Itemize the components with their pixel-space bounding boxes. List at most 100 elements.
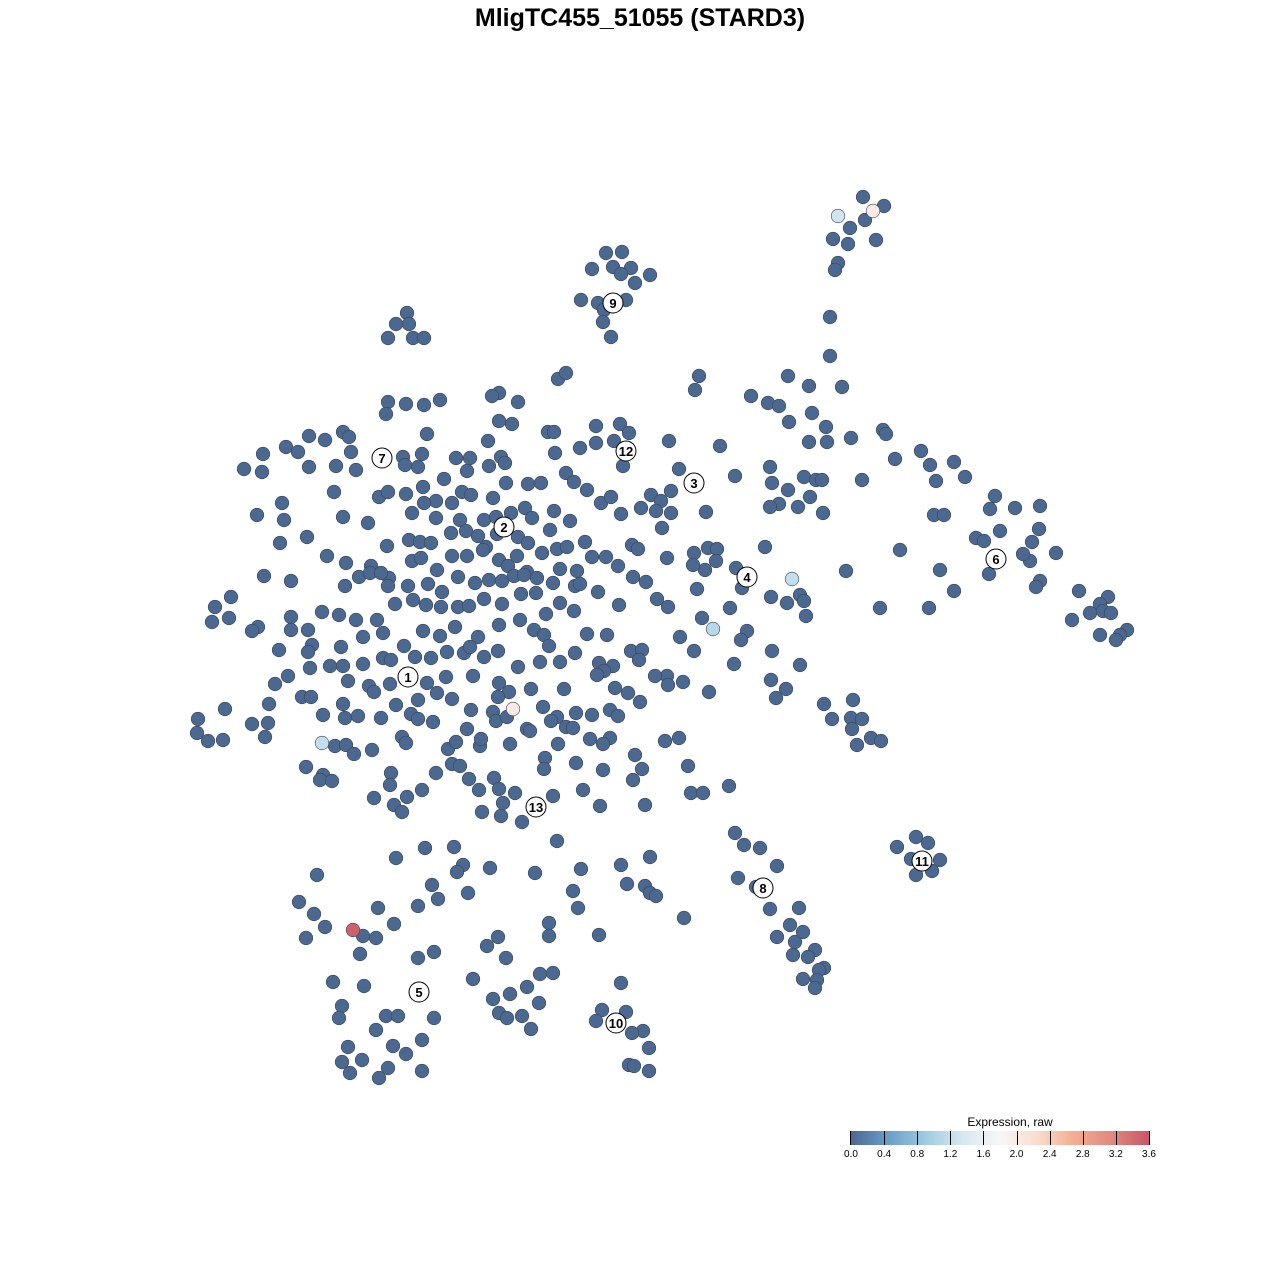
data-point <box>873 733 889 749</box>
data-point <box>398 1046 414 1062</box>
data-point <box>467 575 483 591</box>
data-point <box>490 689 506 705</box>
data-point <box>573 861 589 877</box>
cluster-label: 12 <box>615 440 637 462</box>
data-point <box>709 541 725 557</box>
data-point <box>458 523 474 539</box>
data-point <box>534 545 550 561</box>
data-point <box>589 667 605 683</box>
data-point <box>416 330 432 346</box>
data-point <box>606 433 622 449</box>
data-point <box>476 591 492 607</box>
data-point <box>887 451 903 467</box>
data-point <box>424 877 440 893</box>
data-point <box>771 398 787 414</box>
data-point <box>541 638 557 654</box>
data-point <box>416 495 432 511</box>
data-point <box>932 852 948 868</box>
data-point <box>480 433 496 449</box>
data-point <box>364 742 380 758</box>
data-point <box>491 781 507 797</box>
data-point <box>333 639 349 655</box>
data-point <box>244 716 260 732</box>
data-point <box>337 578 353 594</box>
data-point <box>584 549 600 565</box>
data-point <box>825 231 841 247</box>
cluster-label-text: 13 <box>529 800 543 815</box>
data-point <box>283 622 299 638</box>
data-point <box>215 732 231 748</box>
data-point <box>932 562 948 578</box>
data-point <box>221 610 237 626</box>
data-point <box>566 603 582 619</box>
data-point <box>691 368 707 384</box>
cluster-label-circle <box>736 566 758 588</box>
data-point <box>840 236 856 252</box>
expressed-data-point <box>505 701 521 717</box>
data-point <box>514 814 530 830</box>
data-point <box>802 489 818 505</box>
data-point <box>491 617 507 633</box>
data-point <box>257 729 273 745</box>
data-point <box>611 597 627 613</box>
cluster-label-circle <box>911 850 933 872</box>
data-point <box>255 446 271 462</box>
cluster-label-circle <box>602 292 624 314</box>
cluster-label-circle <box>605 1012 627 1034</box>
data-point <box>626 1058 642 1074</box>
data-point <box>444 548 460 564</box>
data-point <box>796 469 812 485</box>
data-point <box>764 643 780 659</box>
data-point <box>498 950 514 966</box>
data-point <box>299 529 315 545</box>
data-point <box>462 639 478 655</box>
data-point <box>470 528 486 544</box>
data-point <box>624 1025 640 1041</box>
data-point <box>380 578 396 594</box>
data-point <box>510 394 526 410</box>
data-point <box>987 488 1003 504</box>
data-point <box>708 553 724 569</box>
data-point <box>473 731 489 747</box>
data-point <box>535 699 551 715</box>
legend-title: Expression, raw <box>967 1115 1053 1129</box>
data-point <box>446 839 462 855</box>
data-point <box>428 493 444 509</box>
data-point <box>568 755 584 771</box>
data-point <box>499 1010 515 1026</box>
data-point <box>768 690 784 706</box>
data-point <box>663 483 679 499</box>
data-point <box>675 674 691 690</box>
data-point <box>400 578 416 594</box>
data-point <box>460 885 476 901</box>
data-point <box>1032 498 1048 514</box>
data-point <box>300 622 316 638</box>
data-point <box>490 643 506 659</box>
data-point <box>957 469 973 485</box>
data-point <box>659 550 675 566</box>
data-point <box>317 919 333 935</box>
data-point <box>562 513 578 529</box>
data-point <box>405 592 421 608</box>
data-point <box>410 898 426 914</box>
data-point <box>378 406 394 422</box>
data-point <box>428 510 444 526</box>
data-point <box>683 785 699 801</box>
data-point <box>872 600 888 616</box>
data-point <box>827 262 843 278</box>
data-point <box>407 649 423 665</box>
data-point <box>335 696 351 712</box>
data-point <box>936 507 952 523</box>
cluster-label: 7 <box>371 447 393 469</box>
data-point <box>350 708 366 724</box>
data-point <box>306 906 322 922</box>
data-point <box>654 520 670 536</box>
data-point <box>545 788 561 804</box>
data-point <box>298 759 314 775</box>
data-point <box>762 901 778 917</box>
data-point <box>543 713 559 729</box>
data-point <box>763 672 779 688</box>
data-point <box>791 900 807 916</box>
data-point <box>992 523 1008 539</box>
data-point <box>368 930 384 946</box>
